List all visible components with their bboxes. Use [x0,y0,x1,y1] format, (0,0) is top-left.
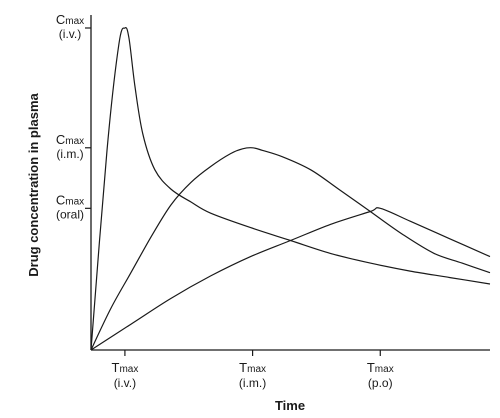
y-tick-route: (oral) [56,207,84,221]
x-tick-label: Tmax [111,360,138,375]
x-axis-label: Time [275,398,305,413]
x-tick-route: (i.v.) [114,376,136,390]
curves [90,27,491,351]
y-ticks: Cmax(i.v.)Cmax(i.m.)Cmax(oral) [56,12,91,221]
x-tick-label: Tmax [239,360,266,375]
y-tick-route: (i.v.) [59,27,81,41]
curve-oral [90,207,491,351]
y-tick-route: (i.m.) [56,147,83,161]
x-tick-route: (p.o) [368,376,393,390]
x-tick-route: (i.m.) [239,376,266,390]
curve-im [90,147,491,351]
x-tick-label: Tmax [367,360,394,375]
y-axis-label: Drug concentration in plasma [26,92,41,276]
axes [90,15,490,351]
y-tick-label: Cmax [56,192,84,207]
y-tick-label: Cmax [56,12,84,27]
x-ticks: Tmax(i.v.)Tmax(i.m.)Tmax(p.o) [111,350,394,390]
y-tick-label: Cmax [56,132,84,147]
curve-iv [90,27,491,351]
